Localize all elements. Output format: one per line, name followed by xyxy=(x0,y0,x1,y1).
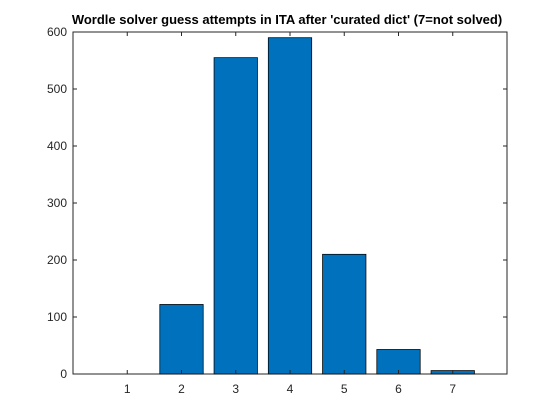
y-tick-label-200: 200 xyxy=(47,253,67,267)
x-tick-label-3: 3 xyxy=(232,382,239,396)
y-tick-label-300: 300 xyxy=(47,196,67,210)
bar-2 xyxy=(159,304,204,375)
bar-5 xyxy=(322,253,367,375)
y-tick-label-0: 0 xyxy=(60,367,67,381)
y-tick-label-100: 100 xyxy=(47,310,67,324)
x-tick-label-5: 5 xyxy=(341,382,348,396)
bars-group xyxy=(159,37,475,375)
x-tick-label-2: 2 xyxy=(178,382,185,396)
x-tick-label-6: 6 xyxy=(395,382,402,396)
y-tick-label-600: 600 xyxy=(47,25,67,39)
x-tick-label-7: 7 xyxy=(449,382,456,396)
bar-3 xyxy=(213,57,258,375)
chart-title: Wordle solver guess attempts in ITA afte… xyxy=(72,12,502,27)
y-tick-label-400: 400 xyxy=(47,139,67,153)
y-tick-label-500: 500 xyxy=(47,82,67,96)
x-tick-label-1: 1 xyxy=(124,382,131,396)
x-axis: 1 2 3 4 5 6 7 xyxy=(124,32,456,396)
bar-4 xyxy=(267,37,313,375)
x-tick-label-4: 4 xyxy=(287,382,294,396)
y-axis: 0 100 200 300 400 500 600 xyxy=(47,25,507,381)
